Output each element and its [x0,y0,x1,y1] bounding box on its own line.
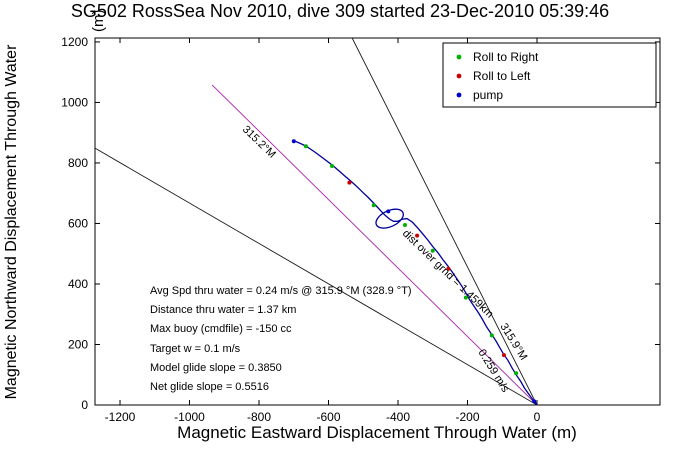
event-markers [291,139,537,404]
legend-label-pump: pump [473,88,503,102]
roll-left-marker [415,233,420,238]
x-tick-label: -600 [316,410,340,424]
y-tick-label: 0 [81,398,88,412]
roll-right-marker [371,203,376,208]
lower-bearing-line [94,147,538,406]
y-tick-label: 1000 [61,95,88,109]
roll-right-marker [403,223,407,227]
legend: Roll to Right Roll to Left pump [442,42,657,108]
pump-legend-marker [456,92,462,98]
track-group [292,139,538,406]
axis-ticks: -1200 -1000 -800 -600 -400 -200 0 0 200 400 600 800… [61,35,660,424]
x-axis-label: Magnetic Eastward Displacement Through W… [177,423,577,442]
annotation-net-glide-slope: Net glide slope = 0.5516 [150,381,269,393]
heading-label-315-2: 315.2°M [240,124,278,161]
annotation-avg-speed: Avg Spd thru water = 0.24 m/s @ 315.9 °M… [150,285,412,297]
y-tick-label: 200 [68,337,88,351]
pump-marker [386,209,391,214]
legend-label-roll-left: Roll to Left [473,69,531,83]
y-tick-label: 600 [68,216,88,230]
stats-annotation-block: Avg Spd thru water = 0.24 m/s @ 315.9 °M… [150,285,412,393]
legend-box [442,42,657,108]
roll-left-marker [347,180,352,185]
legend-label-roll-right: Roll to Right [473,50,539,64]
speed-label: 0.259 m/s [475,347,511,395]
y-axis-label: Magnetic Northward Displacement Through … [3,44,20,399]
x-tick-label: 0 [534,410,541,424]
pump-marker [532,399,537,404]
heading-line-315-2M [211,84,538,406]
roll-right-marker [463,295,468,300]
chart-title: SG502 RossSea Nov 2010, dive 309 started… [71,1,609,21]
roll-right-marker [303,144,308,149]
roll-left-marker [446,266,451,271]
x-tick-label: -1200 [105,410,136,424]
x-tick-label: -200 [455,410,479,424]
pump-marker [291,139,296,144]
y-tick-label: 400 [68,277,88,291]
roll-right-marker [489,333,494,338]
y-tick-label: 1200 [61,35,88,49]
x-tick-label: -800 [247,410,271,424]
annotation-max-buoy: Max buoy (cmdfile) = -150 cc [150,323,292,335]
roll-right-marker [430,248,435,253]
dive-track [292,139,538,406]
roll-left-marker [502,353,506,358]
y-tick-label: 800 [68,156,88,170]
x-tick-label: -400 [386,410,410,424]
y-axis-unit-label: (m) [90,10,107,33]
heading-label-315-9: 315.9°M [497,321,529,362]
plot-area-border [94,37,661,406]
x-tick-label: -1000 [174,410,205,424]
annotation-target-w: Target w = 0.1 m/s [150,343,241,355]
annotation-model-glide-slope: Model glide slope = 0.3850 [150,362,282,374]
roll-right-legend-marker [456,54,462,60]
roll-right-marker [514,371,519,376]
annotation-distance: Distance thru water = 1.37 km [150,304,296,316]
distance-over-ground-label: dist over grnd = 1.459km [400,228,496,321]
roll-right-marker [330,164,334,168]
roll-left-legend-marker [456,73,462,79]
heading-line-315-9M [351,37,538,406]
line-labels: 315.2°M dist over grnd = 1.459km 315.9°M… [240,124,529,395]
reference-lines [94,37,538,406]
